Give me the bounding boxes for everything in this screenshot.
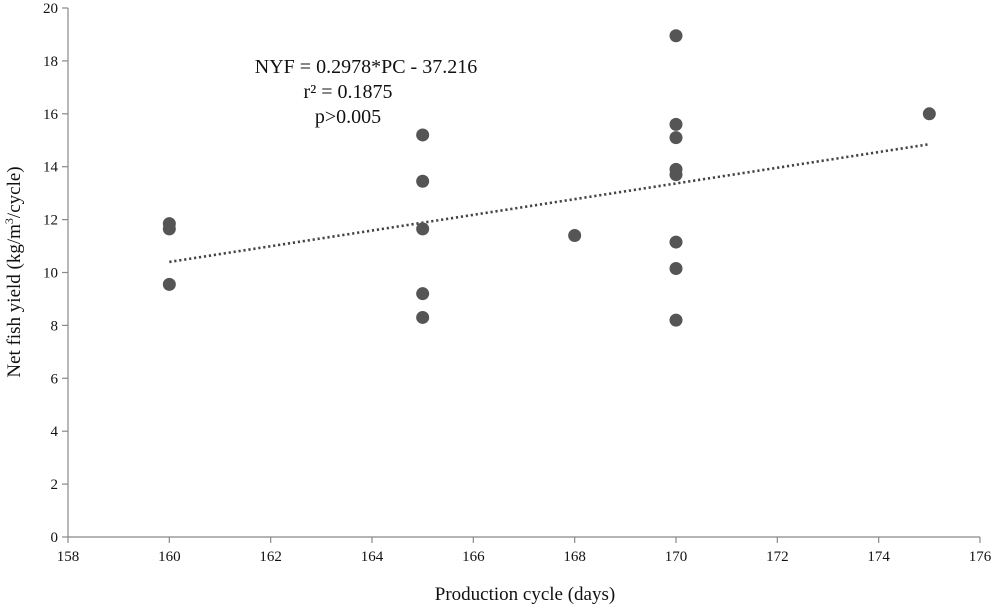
data-point	[416, 222, 430, 236]
data-point	[922, 107, 936, 121]
y-axis-title-part-2: /cycle)	[4, 166, 25, 218]
p-value-label: p>0.005	[315, 106, 381, 128]
x-tick-label: 160	[158, 549, 181, 565]
data-point	[416, 128, 430, 142]
x-tick-label: 172	[766, 549, 789, 565]
y-tick-label: 10	[43, 266, 58, 282]
x-tick-label: 170	[665, 549, 688, 565]
y-tick-label: 2	[51, 477, 59, 493]
x-tick-label: 168	[563, 549, 586, 565]
y-tick-label: 0	[51, 530, 59, 546]
points-group	[162, 29, 936, 327]
y-axis-title: Net fish yield (kg/m3/cycle)	[2, 166, 25, 377]
x-tick-label: 176	[969, 549, 992, 565]
data-point	[669, 117, 683, 131]
x-tick-label: 164	[361, 549, 384, 565]
x-tick-label: 162	[259, 549, 282, 565]
y-tick-label: 6	[51, 371, 59, 387]
y-tick-label: 12	[43, 213, 58, 229]
ticks: 0 2 4 6 8 10 12 14 16 18 20 158 160 162 164 166 168 170 17…	[43, 1, 992, 565]
y-tick-label: 18	[43, 54, 58, 70]
data-point	[416, 287, 430, 301]
data-point	[669, 29, 683, 43]
y-tick-label: 8	[51, 318, 59, 334]
data-point	[162, 277, 176, 291]
y-axis-title-part-1: Net fish yield (kg/m	[4, 224, 25, 378]
regression-equation: NYF = 0.2978*PC - 37.216	[255, 56, 477, 78]
data-point	[669, 131, 683, 145]
y-tick-label: 14	[43, 160, 59, 176]
data-point	[669, 313, 683, 327]
y-tick-label: 20	[43, 1, 58, 17]
data-point	[162, 222, 176, 236]
trendline	[169, 142, 930, 264]
data-point	[416, 174, 430, 188]
data-point	[669, 262, 683, 276]
x-tick-label: 174	[867, 549, 890, 565]
data-point	[416, 310, 430, 324]
trendline-group	[169, 142, 930, 264]
y-tick-label: 16	[43, 107, 59, 123]
x-tick-label: 166	[462, 549, 485, 565]
r-squared-label: r² = 0.1875	[304, 81, 393, 103]
y-tick-label: 4	[51, 424, 59, 440]
data-point	[568, 228, 582, 242]
y-axis-title-superscript: 3	[2, 218, 16, 224]
axes	[67, 8, 980, 538]
x-axis-title: Production cycle (days)	[435, 584, 615, 605]
annotation-block: NYF = 0.2978*PC - 37.216 r² = 0.1875 p>0…	[255, 56, 477, 128]
x-tick-label: 158	[57, 549, 80, 565]
data-point	[669, 168, 683, 182]
data-point	[669, 235, 683, 249]
